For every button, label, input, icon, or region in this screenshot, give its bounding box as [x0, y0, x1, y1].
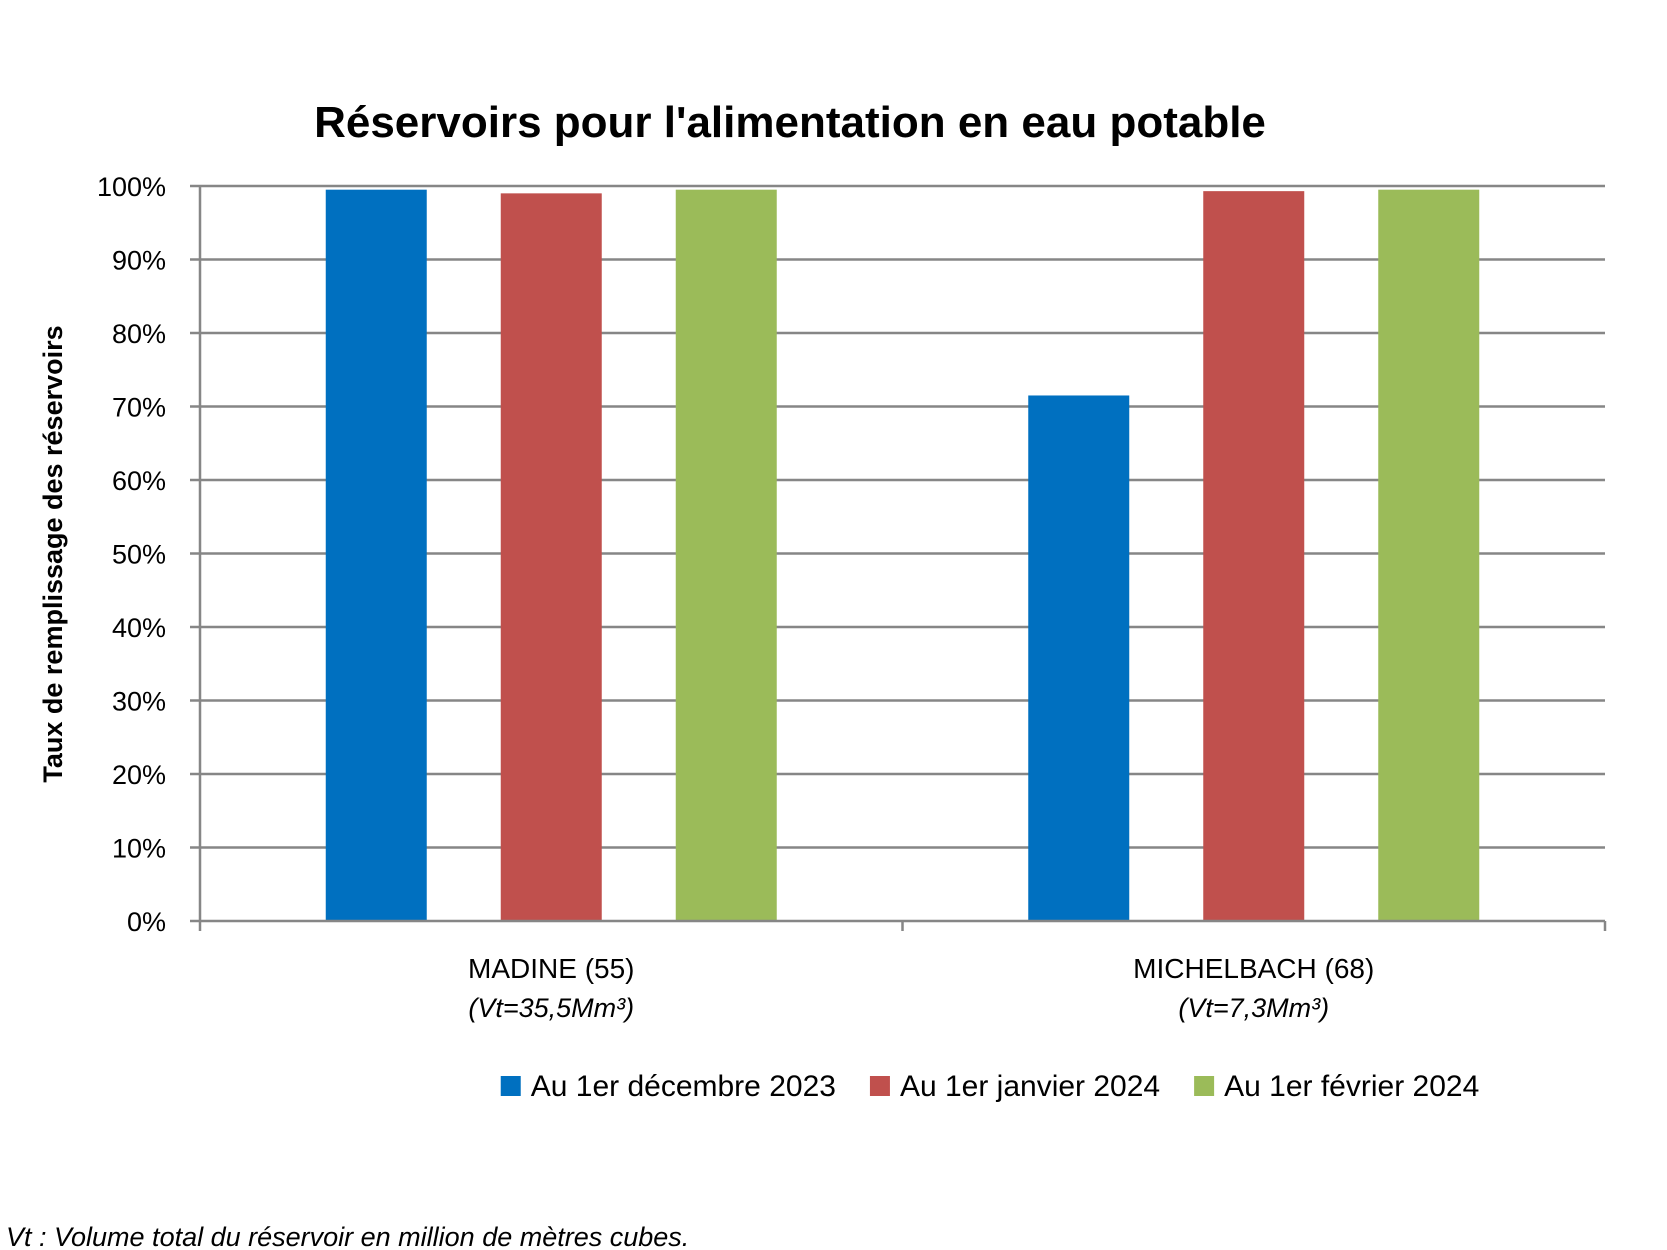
legend-swatch [1194, 1076, 1215, 1096]
legend-label: Au 1er décembre 2023 [531, 1070, 836, 1103]
bar [500, 193, 602, 922]
y-tick-label: 0% [127, 907, 166, 937]
category-sublabel: (Vt=7,3Mm³) [1178, 993, 1329, 1023]
category-labels: MADINE (55) (Vt=35,5Mm³) MICHELBACH (68) (V… [468, 953, 1374, 1023]
legend: Au 1er décembre 2023 Au 1er janvier 2024 A… [500, 1070, 1479, 1103]
bar [675, 189, 777, 922]
legend-swatch [500, 1076, 521, 1096]
axes [190, 184, 1607, 931]
y-axis-label: Taux de remplissage des réservoirs [38, 325, 68, 782]
chart-title: Réservoirs pour l'alimentation en eau po… [314, 98, 1266, 147]
category-sublabel: (Vt=35,5Mm³) [468, 993, 634, 1023]
bar [1378, 189, 1480, 922]
bar [1028, 395, 1130, 922]
legend-label: Au 1er février 2024 [1224, 1070, 1479, 1103]
y-tick-label: 50% [112, 540, 166, 570]
y-tick-label: 100% [97, 172, 166, 202]
legend-swatch [869, 1076, 890, 1096]
gridlines [200, 184, 1605, 849]
y-tick-label: 60% [112, 466, 166, 496]
bar [1203, 191, 1305, 921]
legend-label: Au 1er janvier 2024 [900, 1070, 1160, 1103]
y-tick-label: 20% [112, 760, 166, 790]
y-tick-label: 70% [112, 393, 166, 423]
y-tick-label: 30% [112, 687, 166, 717]
y-tick-label: 90% [112, 246, 166, 276]
footnote: Vt : Volume total du réservoir en millio… [6, 1222, 689, 1250]
bars [325, 189, 1480, 922]
bar [325, 189, 427, 922]
y-tick-labels: 0% 10% 20% 30% 40% 50% 60% 70% 80% 90% 100% [97, 172, 166, 937]
y-tick-label: 40% [112, 613, 166, 643]
category-label: MICHELBACH (68) [1133, 953, 1374, 984]
y-tick-label: 10% [112, 834, 166, 864]
y-tick-label: 80% [112, 319, 166, 349]
category-label: MADINE (55) [468, 953, 634, 984]
